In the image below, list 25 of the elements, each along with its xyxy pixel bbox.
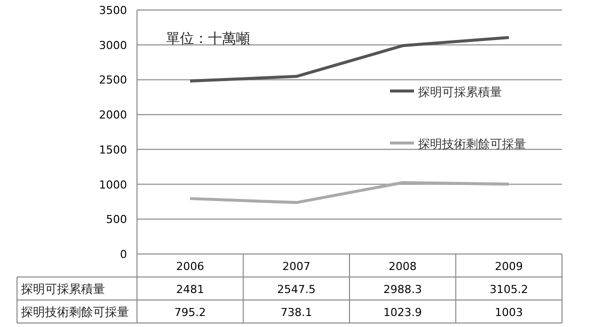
y-tick-label: 1500 — [99, 143, 127, 156]
y-tick-label: 3500 — [99, 4, 127, 17]
y-tick-label: 2500 — [99, 74, 127, 87]
data-label: 2547.5 — [277, 283, 316, 296]
y-tick-label: 500 — [106, 213, 127, 226]
data-label: 2988.3 — [383, 283, 422, 296]
data-label: 1003 — [494, 306, 523, 319]
legend-label: 探明可採累積量 — [418, 85, 502, 99]
annotation: 單位：十萬噸 — [166, 31, 250, 47]
y-tick-label: 3000 — [99, 38, 127, 52]
x-tick-label: 2009 — [494, 260, 523, 273]
y-tick-label: 1000 — [99, 178, 127, 192]
data-label: 2481 — [176, 283, 204, 296]
text: 探明可採累積量 — [21, 282, 105, 296]
x-tick-label: 2008 — [388, 260, 417, 273]
y-tick-label: 0 — [120, 248, 127, 261]
data-label: 795.2 — [174, 306, 206, 319]
data-label: 3105.2 — [490, 283, 528, 296]
legend-label: 探明技術剩餘可採量 — [418, 137, 526, 151]
x-tick-label: 2007 — [282, 260, 310, 273]
data-label: 738.1 — [280, 306, 312, 319]
x-tick-label: 2006 — [176, 260, 204, 273]
text: 探明技術剩餘可採量 — [21, 305, 129, 319]
data-label: 1023.9 — [383, 306, 422, 319]
y-tick-label: 2000 — [99, 108, 127, 122]
